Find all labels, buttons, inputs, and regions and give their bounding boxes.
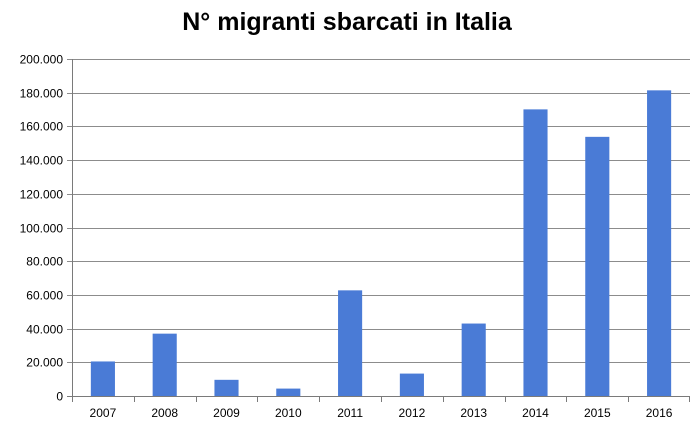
y-tick-label: 120.000 — [20, 188, 64, 202]
y-axis-tick-labels: 0 20.000 40.000 60.000 80.000 100.000 120.000 1… — [20, 53, 64, 404]
x-tick-label: 2009 — [213, 406, 240, 420]
axes — [67, 59, 690, 397]
x-tick-label: 2015 — [584, 406, 611, 420]
bar-2008 — [152, 333, 177, 396]
bar-2007 — [90, 361, 115, 396]
y-tick-label: 80.000 — [26, 255, 63, 269]
y-tick-label: 60.000 — [26, 289, 63, 303]
y-tick-label: 180.000 — [20, 87, 64, 101]
y-tick-label: 20.000 — [26, 356, 63, 370]
x-tick-label: 2012 — [399, 406, 426, 420]
bar-2014 — [523, 109, 548, 396]
bars — [90, 90, 672, 397]
bar-2013 — [461, 323, 486, 396]
y-tick-label: 140.000 — [20, 154, 64, 168]
y-tick-label: 200.000 — [20, 53, 64, 67]
x-tick-label: 2014 — [522, 406, 549, 420]
y-tick-label: 160.000 — [20, 120, 64, 134]
y-tick-label: 100.000 — [20, 222, 64, 236]
bar-2015 — [585, 136, 610, 397]
x-tick-label: 2007 — [90, 406, 117, 420]
bar-2009 — [214, 379, 239, 396]
bar-2016 — [647, 90, 672, 396]
bar-2011 — [338, 290, 363, 396]
x-tick-label: 2013 — [460, 406, 487, 420]
chart-title: N° migranti sbarcati in Italia — [182, 8, 513, 36]
y-tick-label: 40.000 — [26, 323, 63, 337]
bar-2012 — [399, 373, 424, 396]
x-axis-tick-labels: 2007 2008 2009 2010 2011 2012 2013 2014 2015 2016 — [72, 396, 690, 420]
bar-2010 — [276, 388, 301, 396]
x-tick-label: 2016 — [646, 406, 673, 420]
y-tick-label: 0 — [56, 390, 63, 404]
x-tick-label: 2008 — [151, 406, 178, 420]
x-tick-label: 2010 — [275, 406, 302, 420]
x-tick-label: 2011 — [337, 406, 363, 420]
